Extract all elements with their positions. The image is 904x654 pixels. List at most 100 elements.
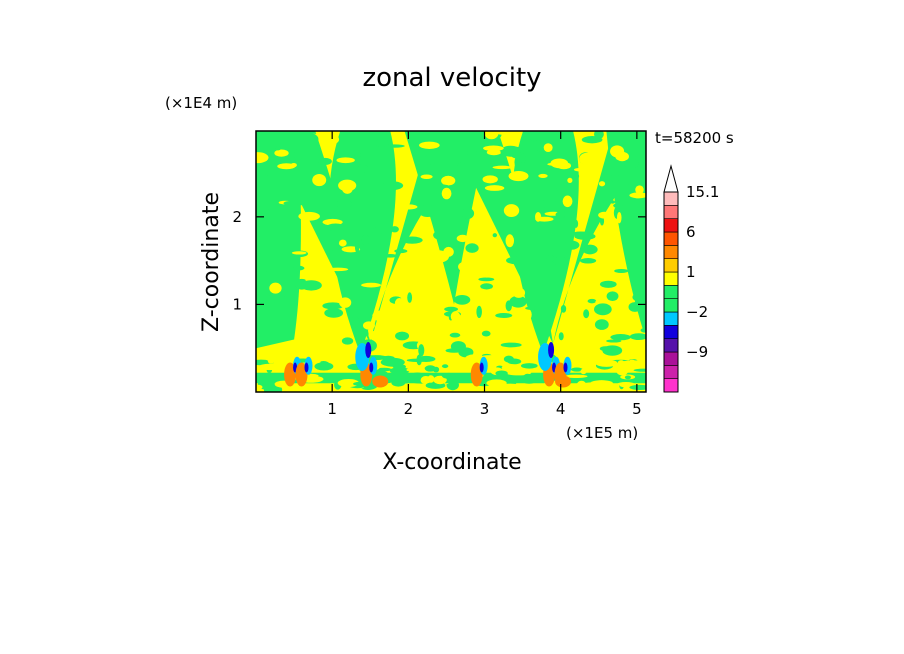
- field-patch: [506, 256, 527, 265]
- low-patch: [621, 360, 646, 364]
- peak-strong-negative-1: [548, 341, 555, 358]
- low-patch: [314, 362, 334, 371]
- field-patch: [623, 158, 639, 169]
- field-patch: [476, 305, 482, 319]
- field-patch: [458, 261, 470, 272]
- colorbar-segment: [663, 258, 679, 273]
- colorbar-label: 1: [686, 263, 696, 281]
- field-patch: [616, 211, 622, 224]
- field-patch: [571, 231, 590, 237]
- field-patch: [441, 187, 452, 200]
- field-patch: [341, 337, 354, 345]
- field-patch: [418, 344, 425, 357]
- right-green-region: [606, 131, 646, 340]
- field-patch: [500, 342, 522, 348]
- field-patch: [375, 138, 389, 148]
- field-patch: [461, 207, 475, 219]
- colorbar-overflow-arrow: [663, 164, 679, 193]
- field-patch: [606, 339, 622, 343]
- field-patch: [256, 292, 270, 299]
- field-patch: [256, 152, 269, 164]
- field-patch: [587, 298, 597, 304]
- field-patch: [317, 273, 336, 285]
- field-patch: [275, 146, 281, 151]
- colorbar-segment: [663, 298, 679, 313]
- colorbar-label: −2: [686, 303, 708, 321]
- colorbar-segment: [663, 205, 679, 219]
- field-patch: [543, 143, 553, 153]
- low-patch: [578, 382, 605, 390]
- field-patch: [495, 312, 513, 318]
- peak-strong-positive-0: [372, 375, 389, 388]
- field-patch: [256, 253, 264, 257]
- field-patch: [616, 183, 632, 192]
- strong-negative-1: [304, 362, 309, 373]
- field-patch: [560, 305, 567, 313]
- field-patch: [481, 330, 491, 337]
- field-patch: [601, 251, 609, 259]
- field-patch: [291, 251, 307, 255]
- field-patch: [552, 256, 569, 266]
- colorbar: 15.1 6 1 −2 −9: [663, 164, 719, 393]
- low-patch: [465, 354, 482, 364]
- field-patch: [419, 141, 440, 149]
- field-patch: [610, 174, 620, 183]
- field-patch: [449, 332, 461, 338]
- field-patch: [484, 185, 505, 191]
- low-patch: [441, 372, 456, 379]
- field-patch: [308, 345, 316, 350]
- field-patch: [362, 321, 375, 330]
- field-patch: [635, 185, 644, 195]
- field-patch: [508, 171, 529, 182]
- field-patch: [274, 149, 289, 157]
- field-patch: [517, 232, 534, 239]
- field-patch: [573, 219, 579, 228]
- field-patch: [629, 192, 646, 199]
- field-patch: [500, 145, 521, 157]
- field-patch: [610, 145, 625, 158]
- field-patch: [444, 306, 458, 312]
- field-patch: [300, 133, 319, 146]
- field-patch: [547, 162, 564, 166]
- low-patch: [256, 384, 263, 390]
- field-patch: [433, 229, 455, 241]
- field-patch: [271, 295, 288, 304]
- field-patch: [453, 295, 471, 305]
- strong-positive-1: [295, 362, 308, 387]
- strong-negative-3: [479, 362, 484, 373]
- field-patch: [599, 216, 605, 226]
- field-patch: [361, 234, 370, 246]
- field-patch: [503, 204, 520, 218]
- field-patch: [372, 227, 384, 235]
- strong-negative-5: [563, 362, 568, 373]
- field-patch: [478, 277, 495, 282]
- field-patch: [422, 313, 432, 324]
- field-patch: [492, 233, 498, 238]
- field-patch: [413, 150, 428, 158]
- field-patch: [331, 229, 344, 235]
- low-patch: [624, 375, 632, 380]
- field-patch: [283, 200, 305, 206]
- field-patch: [277, 163, 296, 170]
- field-patch: [256, 263, 260, 271]
- field-patch: [327, 267, 349, 272]
- peak-strong-negative-0: [365, 341, 372, 358]
- field-patch: [318, 157, 332, 165]
- low-patch: [377, 367, 392, 372]
- colorbar-segment: [663, 285, 679, 299]
- low-patch: [629, 384, 646, 390]
- field-patch: [256, 281, 273, 291]
- field-patch: [422, 235, 432, 242]
- colorbar-label: 15.1: [686, 183, 719, 201]
- field-patch: [538, 173, 548, 178]
- field-patch: [382, 181, 404, 191]
- low-patch: [569, 356, 591, 365]
- colorbar-segment: [663, 231, 679, 246]
- x-tick-label: 3: [480, 400, 490, 418]
- field-patch: [389, 367, 410, 375]
- colorbar-segment: [663, 218, 679, 233]
- field-patch: [540, 199, 557, 209]
- field-patch: [394, 249, 408, 254]
- low-patch: [501, 364, 522, 372]
- low-patch: [619, 383, 629, 388]
